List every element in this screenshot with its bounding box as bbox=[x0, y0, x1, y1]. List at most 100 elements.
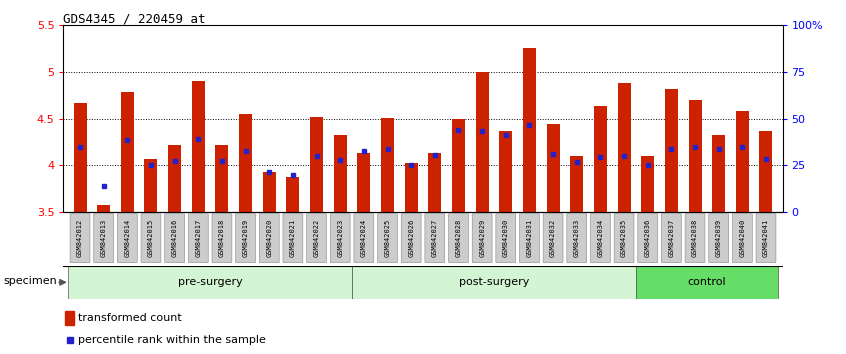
Bar bbox=[121, 92, 134, 212]
Text: GSM842021: GSM842021 bbox=[290, 219, 296, 257]
FancyBboxPatch shape bbox=[165, 213, 184, 263]
FancyBboxPatch shape bbox=[306, 213, 327, 263]
Text: specimen: specimen bbox=[3, 276, 58, 286]
Bar bbox=[333, 135, 347, 212]
Text: pre-surgery: pre-surgery bbox=[178, 277, 243, 287]
Bar bbox=[641, 156, 654, 212]
Text: GSM842022: GSM842022 bbox=[314, 219, 320, 257]
Text: GSM842028: GSM842028 bbox=[455, 219, 461, 257]
Text: GSM842026: GSM842026 bbox=[408, 219, 415, 257]
Text: GSM842030: GSM842030 bbox=[503, 219, 508, 257]
Bar bbox=[69, 266, 352, 299]
Bar bbox=[352, 266, 636, 299]
Bar bbox=[74, 103, 86, 212]
Text: GSM842025: GSM842025 bbox=[385, 219, 391, 257]
Text: GSM842019: GSM842019 bbox=[243, 219, 249, 257]
FancyBboxPatch shape bbox=[448, 213, 469, 263]
FancyBboxPatch shape bbox=[141, 213, 161, 263]
Bar bbox=[452, 119, 465, 212]
Text: GSM842020: GSM842020 bbox=[266, 219, 272, 257]
FancyBboxPatch shape bbox=[425, 213, 445, 263]
FancyBboxPatch shape bbox=[543, 213, 563, 263]
Bar bbox=[636, 266, 777, 299]
FancyBboxPatch shape bbox=[519, 213, 540, 263]
FancyBboxPatch shape bbox=[567, 213, 586, 263]
Bar bbox=[216, 145, 228, 212]
FancyBboxPatch shape bbox=[709, 213, 728, 263]
Text: GSM842027: GSM842027 bbox=[431, 219, 438, 257]
Bar bbox=[428, 153, 442, 212]
Text: GSM842035: GSM842035 bbox=[621, 219, 627, 257]
Bar bbox=[689, 100, 701, 212]
FancyBboxPatch shape bbox=[236, 213, 255, 263]
Bar bbox=[547, 124, 559, 212]
Bar bbox=[310, 117, 323, 212]
Bar bbox=[499, 131, 513, 212]
Text: GSM842037: GSM842037 bbox=[668, 219, 674, 257]
Text: GSM842038: GSM842038 bbox=[692, 219, 698, 257]
Bar bbox=[523, 48, 536, 212]
Bar bbox=[145, 159, 157, 212]
Bar bbox=[570, 156, 583, 212]
FancyBboxPatch shape bbox=[283, 213, 303, 263]
FancyBboxPatch shape bbox=[354, 213, 374, 263]
Bar bbox=[594, 107, 607, 212]
Bar bbox=[381, 118, 394, 212]
Bar bbox=[97, 205, 110, 212]
FancyBboxPatch shape bbox=[189, 213, 208, 263]
FancyBboxPatch shape bbox=[330, 213, 350, 263]
Bar bbox=[263, 172, 276, 212]
Text: GSM842012: GSM842012 bbox=[77, 219, 83, 257]
FancyBboxPatch shape bbox=[118, 213, 137, 263]
FancyBboxPatch shape bbox=[685, 213, 705, 263]
FancyBboxPatch shape bbox=[401, 213, 421, 263]
FancyBboxPatch shape bbox=[472, 213, 492, 263]
FancyBboxPatch shape bbox=[496, 213, 516, 263]
Bar bbox=[168, 145, 181, 212]
Text: GDS4345 / 220459_at: GDS4345 / 220459_at bbox=[63, 12, 206, 25]
Bar bbox=[404, 163, 418, 212]
Bar bbox=[665, 88, 678, 212]
FancyBboxPatch shape bbox=[756, 213, 776, 263]
Text: GSM842014: GSM842014 bbox=[124, 219, 130, 257]
Text: GSM842029: GSM842029 bbox=[479, 219, 485, 257]
FancyBboxPatch shape bbox=[70, 213, 90, 263]
Text: control: control bbox=[688, 277, 726, 287]
Bar bbox=[287, 177, 299, 212]
FancyBboxPatch shape bbox=[614, 213, 634, 263]
Text: GSM842015: GSM842015 bbox=[148, 219, 154, 257]
Bar bbox=[736, 111, 749, 212]
FancyBboxPatch shape bbox=[733, 213, 752, 263]
Text: GSM842032: GSM842032 bbox=[550, 219, 556, 257]
Bar bbox=[712, 135, 725, 212]
FancyBboxPatch shape bbox=[638, 213, 657, 263]
Text: GSM842041: GSM842041 bbox=[763, 219, 769, 257]
Bar bbox=[192, 81, 205, 212]
Bar bbox=[475, 72, 489, 212]
Text: GSM842039: GSM842039 bbox=[716, 219, 722, 257]
Text: GSM842013: GSM842013 bbox=[101, 219, 107, 257]
Text: GSM842023: GSM842023 bbox=[338, 219, 343, 257]
Text: percentile rank within the sample: percentile rank within the sample bbox=[78, 335, 266, 346]
Text: GSM842016: GSM842016 bbox=[172, 219, 178, 257]
Text: GSM842033: GSM842033 bbox=[574, 219, 580, 257]
Text: GSM842031: GSM842031 bbox=[526, 219, 532, 257]
Bar bbox=[357, 153, 371, 212]
Bar bbox=[760, 131, 772, 212]
FancyBboxPatch shape bbox=[94, 213, 113, 263]
Text: GSM842024: GSM842024 bbox=[361, 219, 367, 257]
Text: post-surgery: post-surgery bbox=[459, 277, 529, 287]
FancyBboxPatch shape bbox=[377, 213, 398, 263]
Bar bbox=[65, 312, 74, 325]
Text: GSM842040: GSM842040 bbox=[739, 219, 745, 257]
Text: GSM842036: GSM842036 bbox=[645, 219, 651, 257]
FancyBboxPatch shape bbox=[212, 213, 232, 263]
FancyBboxPatch shape bbox=[662, 213, 681, 263]
Text: GSM842017: GSM842017 bbox=[195, 219, 201, 257]
Text: GSM842018: GSM842018 bbox=[219, 219, 225, 257]
Bar bbox=[239, 114, 252, 212]
Bar bbox=[618, 83, 630, 212]
FancyBboxPatch shape bbox=[591, 213, 610, 263]
Text: transformed count: transformed count bbox=[78, 313, 182, 323]
Text: GSM842034: GSM842034 bbox=[597, 219, 603, 257]
